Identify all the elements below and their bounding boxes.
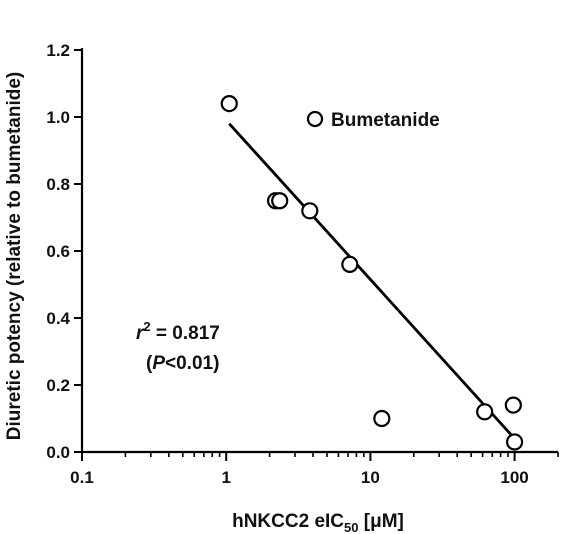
r-exponent: 2	[143, 319, 150, 334]
x-tick-label: 100	[500, 468, 528, 487]
x-axis-title-main: hNKCC2 eIC	[232, 511, 344, 532]
y-tick-label: 0.6	[46, 242, 70, 261]
data-point	[504, 396, 522, 414]
x-tick-label: 10	[361, 468, 380, 487]
legend-marker	[306, 110, 324, 128]
tick-marks	[74, 49, 559, 461]
p-open-paren: (	[146, 353, 153, 374]
data-point	[505, 433, 524, 451]
data-point	[220, 94, 238, 113]
y-tick-label: 0.2	[46, 376, 70, 395]
x-tick-label: 0.1	[70, 468, 94, 487]
p-value: <0.01)	[165, 353, 219, 374]
p-value-annotation: (P<0.01)	[146, 353, 219, 374]
r-value: = 0.817	[151, 323, 220, 344]
x-tick-label: 1	[221, 468, 230, 487]
data-point	[373, 409, 391, 428]
x-axis-title-subscript: 50	[344, 520, 358, 534]
r-squared-annotation: r2 = 0.817	[136, 319, 220, 344]
data-point	[476, 403, 494, 421]
y-tick-label: 1.2	[46, 41, 70, 60]
y-tick-label: 0.0	[46, 443, 70, 462]
legend: Bumetanide	[306, 110, 440, 131]
x-axis-title-unit: [μM]	[358, 511, 403, 532]
p-symbol: P	[152, 353, 165, 374]
regression-line-group	[228, 122, 516, 440]
y-tick-label: 0.4	[46, 309, 70, 328]
axes	[80, 48, 558, 454]
y-tick-labels: 0.0 0.2 0.4 0.6 0.8 1.0 1.2	[46, 41, 70, 462]
y-axis-title: Diuretic potency (relative to bumetanide…	[4, 72, 25, 440]
y-tick-label: 0.8	[46, 175, 70, 194]
data-point	[341, 255, 359, 273]
r-symbol: r	[136, 323, 145, 344]
y-tick-label: 1.0	[46, 108, 70, 127]
legend-label: Bumetanide	[331, 110, 440, 131]
x-tick-labels: 0.1 1 10 100	[70, 468, 529, 487]
data-points	[220, 94, 524, 451]
data-point	[301, 202, 319, 220]
data-point	[271, 192, 289, 210]
x-axis-title: hNKCC2 eIC50 [μM]	[232, 511, 404, 534]
regression-line	[228, 122, 516, 440]
